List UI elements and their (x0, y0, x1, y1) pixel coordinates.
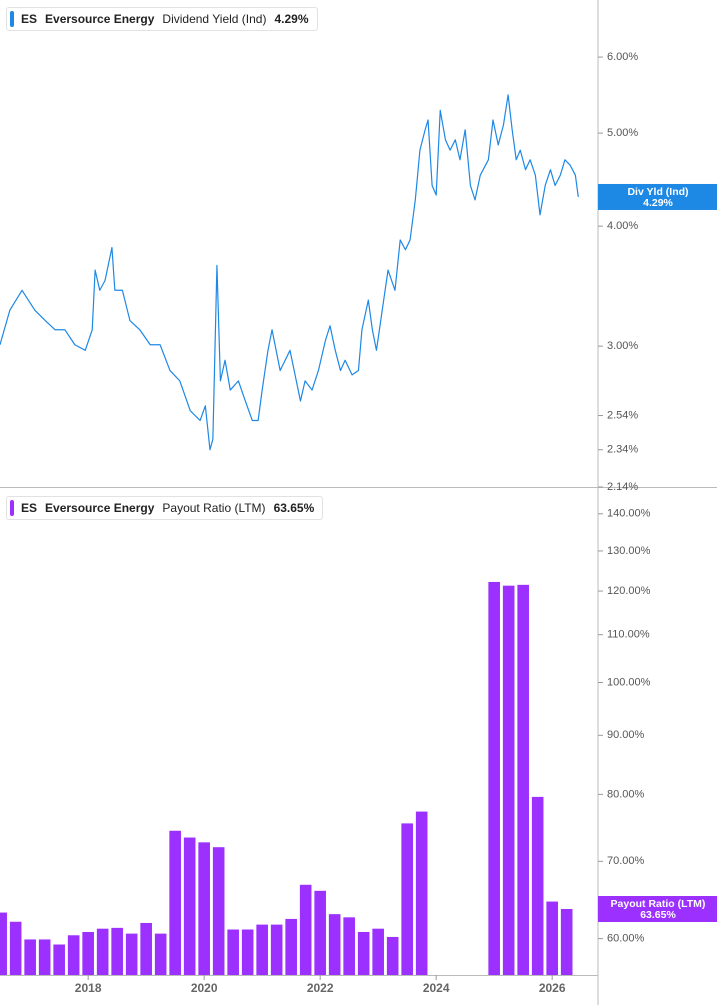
bar (415, 811, 428, 975)
bar (140, 922, 152, 975)
legend-value: 4.29% (274, 12, 309, 26)
y-tick-label: 80.00% (607, 788, 645, 800)
bar (314, 890, 326, 975)
bar (560, 909, 573, 975)
bar (169, 830, 181, 975)
bar (517, 584, 529, 975)
x-tick-label: 2018 (75, 981, 102, 995)
y-tick-label: 90.00% (607, 729, 645, 741)
bar (198, 842, 210, 975)
legend-header: ES Eversource Energy Payout Ratio (LTM) … (6, 496, 324, 520)
bar (285, 918, 297, 975)
bar (299, 884, 312, 975)
y-tick-label: 60.00% (607, 933, 645, 945)
y-tick-label: 2.14% (607, 481, 638, 493)
y-tick-label: 110.00% (607, 629, 650, 641)
bar (357, 931, 370, 975)
price-tag-name: Payout Ratio (LTM) (611, 898, 706, 910)
bar (372, 928, 384, 975)
bar (256, 924, 268, 975)
bar (531, 796, 544, 975)
legend-header: ES Eversource Energy Dividend Yield (Ind… (6, 7, 318, 31)
bar (38, 939, 51, 975)
bar (111, 927, 123, 975)
bar (502, 585, 515, 975)
company: Eversource Energy (45, 501, 155, 515)
legend-entry: Dividend Yield (Ind) (162, 12, 267, 26)
y-tick-label: 3.00% (607, 340, 638, 352)
ticker: ES (21, 501, 38, 515)
y-tick-label: 130.00% (607, 545, 651, 557)
bar (24, 939, 36, 975)
company: Eversource Energy (45, 12, 155, 26)
bar (53, 944, 65, 975)
bar (270, 924, 283, 975)
y-tick-label: 5.00% (607, 127, 638, 139)
bar (9, 921, 22, 975)
bar (183, 837, 196, 975)
bar (212, 847, 225, 975)
y-tick-label: 4.00% (607, 220, 638, 232)
bar (96, 928, 109, 975)
x-tick-label: 2024 (423, 981, 450, 995)
y-tick-label: 2.54% (607, 409, 638, 421)
ticker: ES (21, 12, 38, 26)
y-tick-label: 120.00% (607, 585, 651, 597)
bar (401, 823, 413, 975)
y-tick-label: 6.00% (607, 51, 638, 63)
bar (227, 929, 239, 975)
price-tag-name: Div Yld (Ind) (627, 186, 688, 198)
bar (125, 933, 138, 975)
line-series (0, 94, 579, 451)
price-tag-value: 63.65% (640, 909, 676, 921)
bar (241, 929, 254, 975)
legend-entry: Payout Ratio (LTM) (162, 501, 266, 515)
y-tick-label: 70.00% (607, 855, 645, 867)
bar (343, 917, 355, 975)
bar (82, 931, 94, 975)
bar (328, 914, 341, 975)
legend-swatch (10, 500, 14, 516)
y-tick-label: 100.00% (607, 676, 651, 688)
price-tag (598, 896, 717, 923)
x-tick-label: 2026 (539, 981, 566, 995)
bar (0, 912, 7, 975)
bar (67, 935, 80, 975)
price-tag-value: 4.29% (643, 197, 673, 209)
x-tick-label: 2022 (307, 981, 334, 995)
y-tick-label: 140.00% (607, 508, 651, 520)
legend-value: 63.65% (273, 501, 315, 515)
y-tick-label: 2.34% (607, 444, 638, 456)
price-tag (598, 183, 717, 210)
x-tick-label: 2020 (191, 981, 218, 995)
bar (386, 936, 399, 975)
legend-swatch (10, 11, 14, 27)
bar (546, 901, 558, 975)
bar (154, 933, 167, 975)
bar (488, 581, 500, 975)
